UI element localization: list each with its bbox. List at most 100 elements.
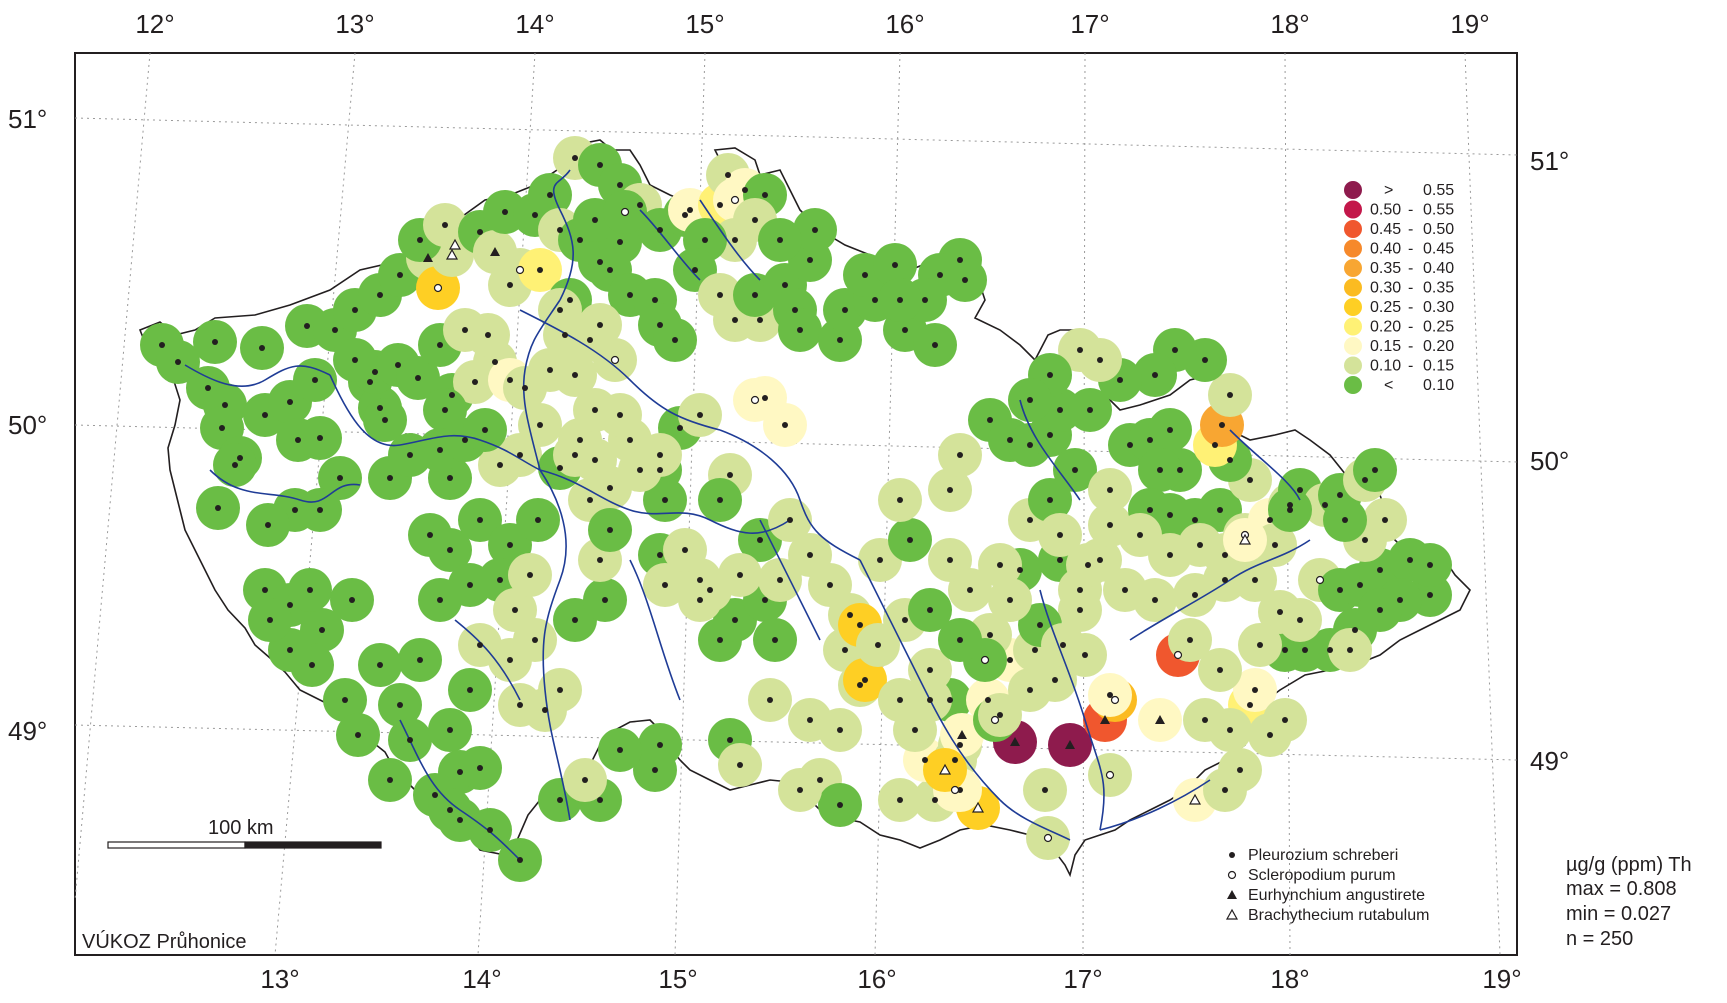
pleurozium-marker	[617, 239, 623, 245]
pleurozium-marker	[457, 769, 463, 775]
pleurozium-marker	[607, 267, 613, 273]
pleurozium-marker	[682, 547, 688, 553]
pleurozium-marker	[582, 777, 588, 783]
legend-swatch	[1344, 298, 1362, 316]
pleurozium-marker	[447, 727, 453, 733]
pleurozium-marker	[395, 362, 401, 368]
pleurozium-marker	[572, 617, 578, 623]
pleurozium-marker	[947, 697, 953, 703]
pleurozium-marker	[627, 292, 633, 298]
pleurozium-marker	[897, 797, 903, 803]
pleurozium-marker	[952, 757, 958, 763]
pleurozium-marker	[1362, 477, 1368, 483]
brachythecium-marker	[1238, 533, 1252, 545]
pleurozium-marker	[1060, 642, 1066, 648]
bottom-lon-label: 16°	[857, 964, 896, 994]
pleurozium-marker	[462, 327, 468, 333]
pleurozium-marker	[727, 472, 733, 478]
pleurozium-marker	[447, 547, 453, 553]
legend-low: 0.35	[1370, 260, 1401, 277]
bottom-lon-label: 14°	[462, 964, 501, 994]
pleurozium-marker	[1017, 567, 1023, 573]
legend-high: 0.50	[1423, 221, 1454, 238]
pleurozium-marker	[477, 642, 483, 648]
pleurozium-marker	[717, 497, 723, 503]
pleurozium-marker	[1212, 442, 1218, 448]
pleurozium-marker	[492, 359, 498, 365]
stats-unit: µg/g (ppm) Th	[1566, 854, 1692, 876]
pleurozium-marker	[1222, 577, 1228, 583]
pleurozium-marker	[367, 379, 373, 385]
pleurozium-marker	[762, 597, 768, 603]
pleurozium-marker	[507, 657, 513, 663]
pleurozium-marker	[997, 712, 1003, 718]
pleurozium-marker	[1077, 587, 1083, 593]
scleropodium-marker	[1315, 575, 1325, 585]
left-lat-label: 51°	[8, 104, 47, 134]
right-lat-label: 50°	[1530, 446, 1569, 476]
pleurozium-marker	[1427, 592, 1433, 598]
legend-low: 0.25	[1370, 299, 1401, 316]
pleurozium-marker	[342, 697, 348, 703]
pleurozium-marker	[1187, 637, 1193, 643]
pleurozium-marker	[212, 339, 218, 345]
pleurozium-marker	[477, 765, 483, 771]
pleurozium-marker	[947, 557, 953, 563]
pleurozium-marker	[397, 702, 403, 708]
pleurozium-marker	[1202, 717, 1208, 723]
scleropodium-marker	[433, 283, 443, 293]
pleurozium-marker	[432, 792, 438, 798]
legend-dash: -	[1408, 260, 1413, 277]
pleurozium-marker	[222, 402, 228, 408]
pleurozium-marker	[1257, 642, 1263, 648]
sampling-sites	[140, 136, 1452, 882]
pleurozium-marker	[1252, 577, 1258, 583]
pleurozium-marker	[262, 412, 268, 418]
pleurozium-marker	[957, 452, 963, 458]
pleurozium-marker	[512, 607, 518, 613]
pleurozium-marker	[662, 497, 668, 503]
legend-swatch	[1344, 220, 1362, 238]
pleurozium-marker	[1127, 442, 1133, 448]
pleurozium-marker	[352, 357, 358, 363]
pleurozium-marker	[985, 697, 991, 703]
pleurozium-marker	[592, 457, 598, 463]
pleurozium-marker	[1372, 467, 1378, 473]
river	[539, 469, 571, 821]
pleurozium-marker	[767, 697, 773, 703]
pleurozium-marker	[807, 257, 813, 263]
legend-low: 0.10	[1370, 358, 1401, 375]
pleurozium-marker	[1167, 512, 1173, 518]
map-frame	[74, 52, 1518, 956]
pleurozium-marker	[482, 427, 488, 433]
pleurozium-marker	[377, 662, 383, 668]
bottom-longitude-labels: 13° 14° 15° 16° 17° 18° 19°	[260, 964, 1521, 994]
pleurozium-marker	[317, 435, 323, 441]
pleurozium-marker	[947, 487, 953, 493]
pleurozium-marker	[1197, 542, 1203, 548]
pleurozium-marker	[1097, 357, 1103, 363]
pleurozium-marker	[727, 737, 733, 743]
pleurozium-marker	[597, 259, 603, 265]
pleurozium-marker	[1352, 627, 1358, 633]
pleurozium-marker	[205, 385, 211, 391]
pleurozium-marker	[1252, 687, 1258, 693]
pleurozium-marker	[437, 342, 443, 348]
pleurozium-marker	[782, 282, 788, 288]
pleurozium-marker	[732, 617, 738, 623]
pleurozium-marker	[932, 797, 938, 803]
pleurozium-marker	[572, 372, 578, 378]
pleurozium-marker	[987, 632, 993, 638]
top-lon-label: 15°	[685, 9, 724, 39]
eurhynchium-marker	[1155, 715, 1165, 724]
pleurozium-marker	[927, 697, 933, 703]
river	[1099, 779, 1211, 831]
pleurozium-marker	[442, 222, 448, 228]
pleurozium-marker	[657, 227, 663, 233]
pleurozium-marker	[1007, 597, 1013, 603]
pleurozium-marker	[657, 467, 663, 473]
species-markers	[159, 155, 1433, 863]
pleurozium-marker	[807, 717, 813, 723]
pleurozium-marker	[737, 762, 743, 768]
